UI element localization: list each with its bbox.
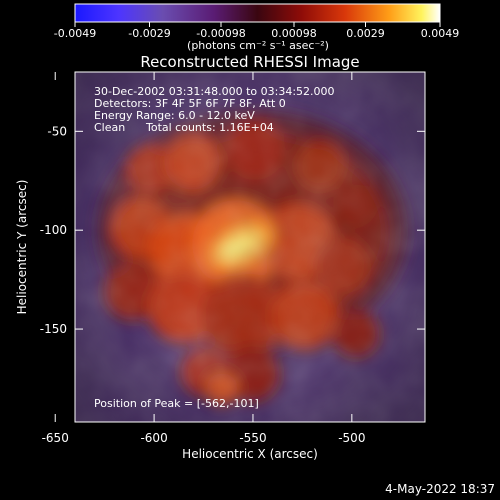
colorbar-tick-label: 0.00098	[271, 27, 317, 40]
footer-timestamp: 4-May-2022 18:37	[385, 482, 495, 496]
peak-position-annotation: Position of Peak = [-562,-101]	[94, 397, 259, 410]
colorbar-tick-label: -0.0049	[54, 27, 96, 40]
detectors-annotation: Detectors: 3F 4F 5F 6F 7F 8F, Att 0	[94, 97, 286, 110]
heatmap-vignette	[75, 72, 425, 422]
y-axis-label: Heliocentric Y (arcsec)	[15, 180, 29, 315]
clean-annotation: Clean	[94, 121, 125, 134]
x-axis-tick-label: -600	[140, 431, 167, 445]
energy-range-annotation: Energy Range: 6.0 - 12.0 keV	[94, 109, 255, 122]
colorbar-tick-labels: -0.0049 -0.0029 -0.00098 0.00098 0.0029 0.004…	[54, 27, 459, 40]
colorbar-tick-label: -0.0029	[128, 27, 170, 40]
colorbar-unit-label: (photons cm⁻² s⁻¹ asec⁻²)	[187, 39, 329, 52]
x-axis-tick-labels: -650 -600 -550 -500	[42, 431, 366, 445]
x-axis-label: Heliocentric X (arcsec)	[182, 447, 318, 461]
plot-frame	[74, 71, 426, 423]
colorbar-ticks	[74, 22, 441, 27]
x-axis-tick-label: -650	[42, 431, 69, 445]
x-axis-ticks	[54, 72, 353, 422]
y-axis-tick-labels: -50 -100 -150	[40, 124, 67, 336]
chart-title: Reconstructed RHESSI Image	[140, 53, 359, 71]
colorbar-tick-label: -0.00098	[196, 27, 245, 40]
annotation-block: 30-Dec-2002 03:31:48.000 to 03:34:52.000…	[94, 85, 335, 134]
colorbar-tick-label: 0.0029	[346, 27, 385, 40]
colorbar-tick-label: 0.0049	[421, 27, 460, 40]
time-range-annotation: 30-Dec-2002 03:31:48.000 to 03:34:52.000	[94, 85, 335, 98]
x-axis-tick-label: -550	[239, 431, 266, 445]
heatmap-area	[75, 72, 425, 422]
colorbar-group: -0.0049 -0.0029 -0.00098 0.00098 0.0029 0.004…	[54, 3, 459, 52]
x-axis-tick-label: -500	[338, 431, 365, 445]
y-axis-tick-label: -50	[47, 124, 67, 138]
total-counts-annotation: Total counts: 1.16E+04	[145, 121, 274, 134]
y-axis-tick-label: -100	[40, 223, 67, 237]
y-axis-ticks	[75, 130, 425, 330]
y-axis-tick-label: -150	[40, 322, 67, 336]
colorbar	[74, 3, 441, 23]
